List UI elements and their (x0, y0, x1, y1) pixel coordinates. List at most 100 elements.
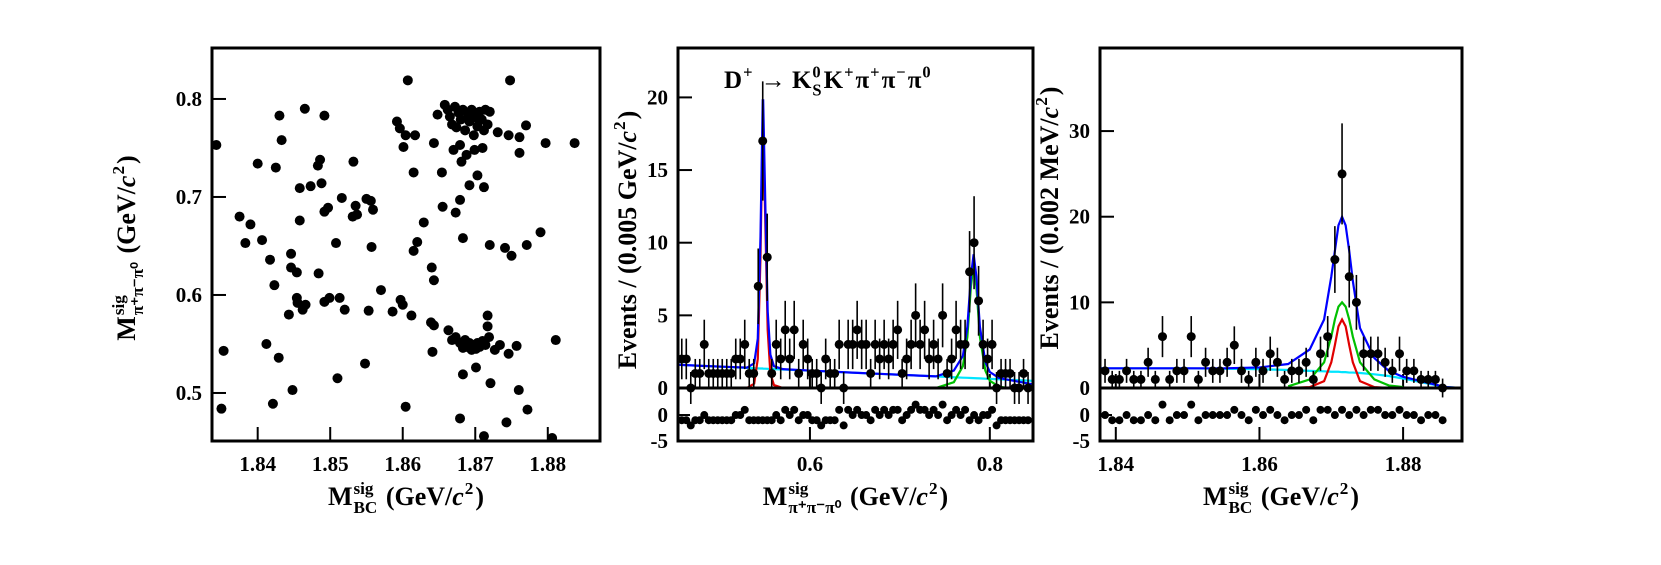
pull-point (776, 416, 785, 425)
data-point (780, 325, 790, 335)
data-point (906, 339, 916, 349)
x-axis-label-part: M (763, 482, 788, 511)
data-point (402, 75, 413, 86)
data-point (350, 200, 361, 211)
pull-point (1208, 411, 1217, 420)
data-point (875, 354, 885, 364)
data-point (1395, 349, 1405, 359)
data-point (1107, 374, 1117, 384)
pull-point (794, 416, 803, 425)
data-point (897, 368, 907, 378)
chart-title-part: π (855, 67, 869, 94)
y-tick-label: 0 (1080, 376, 1091, 400)
x-axis-label-sup: sig (788, 479, 808, 498)
data-point (365, 195, 376, 206)
data-point (951, 325, 961, 335)
y-axis-label-sub: π⁺π⁻π⁰ (128, 262, 147, 315)
pull-point (835, 405, 844, 414)
pull-point (1223, 411, 1232, 420)
data-point (444, 111, 455, 122)
x-axis-label-part: (GeV/ (379, 482, 453, 511)
pull-point (988, 405, 997, 414)
data-point (513, 385, 524, 396)
data-point (428, 138, 439, 149)
data-point (1179, 366, 1189, 376)
x-axis-label-sub: BC (353, 498, 377, 517)
data-point (482, 310, 493, 321)
chart-title-part: → K (754, 67, 812, 94)
pull-point (1144, 411, 1153, 420)
data-point (336, 192, 347, 203)
data-point (455, 140, 466, 151)
data-point (695, 368, 705, 378)
data-point (1416, 374, 1426, 384)
data-point (942, 368, 952, 378)
pull-point (1201, 411, 1210, 420)
data-point (1129, 374, 1139, 384)
pull-point (938, 400, 947, 409)
chart-title-sup: − (896, 63, 905, 82)
data-point (319, 110, 330, 121)
data-point (550, 335, 561, 346)
pull-point (1287, 411, 1296, 420)
pull-point (686, 421, 695, 430)
y-axis-label: Events / (0.002 MeV/c2) (1032, 87, 1064, 350)
x-axis-label-part: ) (1350, 482, 1359, 511)
data-point (902, 354, 912, 364)
data-point (451, 122, 462, 133)
data-point (234, 211, 245, 222)
data-point (323, 202, 334, 213)
pull-point (1330, 411, 1339, 420)
data-point (305, 181, 316, 192)
data-point (740, 339, 750, 349)
data-point (218, 345, 229, 356)
data-point (978, 339, 988, 349)
pull-point (1136, 416, 1145, 425)
data-point (753, 281, 763, 291)
pull-point (695, 416, 704, 425)
pull-point (736, 411, 745, 420)
data-point (299, 103, 310, 114)
fit-curve (1288, 317, 1389, 388)
data-point (457, 369, 468, 380)
pull-point (1338, 405, 1347, 414)
data-point (292, 297, 303, 308)
y-axis-label-part: c (613, 131, 642, 143)
data-point (1114, 374, 1124, 384)
data-point (240, 238, 251, 249)
data-point (387, 306, 398, 317)
pull-point (844, 405, 853, 414)
data-point (879, 339, 889, 349)
pull-point (911, 400, 920, 409)
data-point (834, 339, 844, 349)
data-point (368, 204, 379, 215)
pull-point (1230, 405, 1239, 414)
x-axis-label-sup: 2 (929, 479, 938, 498)
data-point (812, 368, 822, 378)
data-point (443, 325, 454, 336)
pull-point (871, 405, 880, 414)
data-point (540, 138, 551, 149)
data-point (412, 237, 423, 248)
y-tick-label: 10 (647, 231, 668, 255)
data-point (1251, 357, 1261, 367)
y-axis-label-sup: sig (109, 295, 128, 315)
data-point (965, 267, 975, 277)
data-point (457, 233, 468, 244)
data-point (771, 339, 781, 349)
data-point (1323, 332, 1333, 342)
data-point (983, 354, 993, 364)
y-axis-label-part: ) (112, 155, 141, 164)
pull-point (1122, 411, 1131, 420)
pull-point (700, 411, 709, 420)
data-point (681, 354, 691, 364)
pull-point (1215, 411, 1224, 420)
pull-point (920, 405, 929, 414)
data-point (1136, 374, 1146, 384)
pull-point (1402, 411, 1411, 420)
data-point (408, 245, 419, 256)
data-point (478, 182, 489, 193)
x-axis-label-sub: π⁺π⁻π⁰ (788, 498, 841, 517)
pull-point (1359, 411, 1368, 420)
